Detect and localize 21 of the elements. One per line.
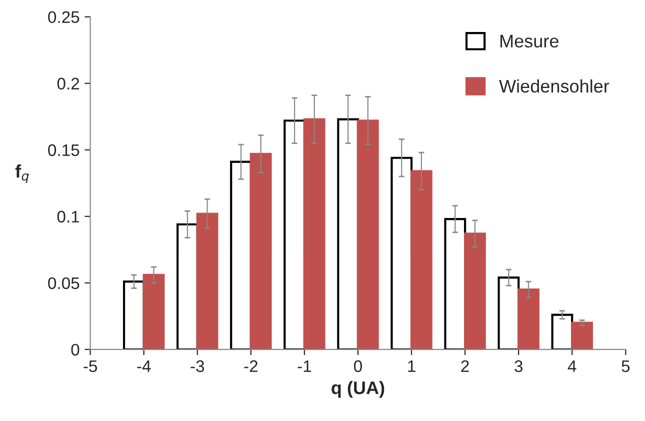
- y-axis-title: f$_{q}$: [15, 164, 29, 184]
- x-tick-label: -3: [190, 360, 204, 372]
- x-tick-label: -2: [244, 360, 258, 372]
- y-tick-label: 0.25: [48, 11, 80, 24]
- y-tick-label: 0.05: [48, 277, 80, 290]
- x-tick-label: -5: [84, 360, 98, 372]
- y-tick-label: 0.15: [48, 144, 80, 156]
- x-tick-label: -4: [137, 360, 151, 372]
- x-tick-label: 0: [354, 360, 362, 372]
- x-axis-title: q (UA): [332, 380, 384, 398]
- y-tick-label: 0.2: [57, 78, 80, 90]
- x-tick-label: 4: [568, 360, 576, 372]
- x-tick-label: 1: [408, 360, 416, 372]
- x-tick-label: 3: [514, 360, 522, 372]
- y-tick-label: 0.1: [57, 210, 80, 223]
- legend-label: Mesure: [500, 34, 558, 48]
- x-tick-label: 5: [622, 360, 630, 372]
- y-tick-label: 0: [71, 344, 80, 356]
- x-tick-label: 2: [461, 360, 469, 372]
- legend-label: Wiedensohler: [499, 79, 610, 93]
- x-tick-label: -1: [298, 360, 312, 372]
